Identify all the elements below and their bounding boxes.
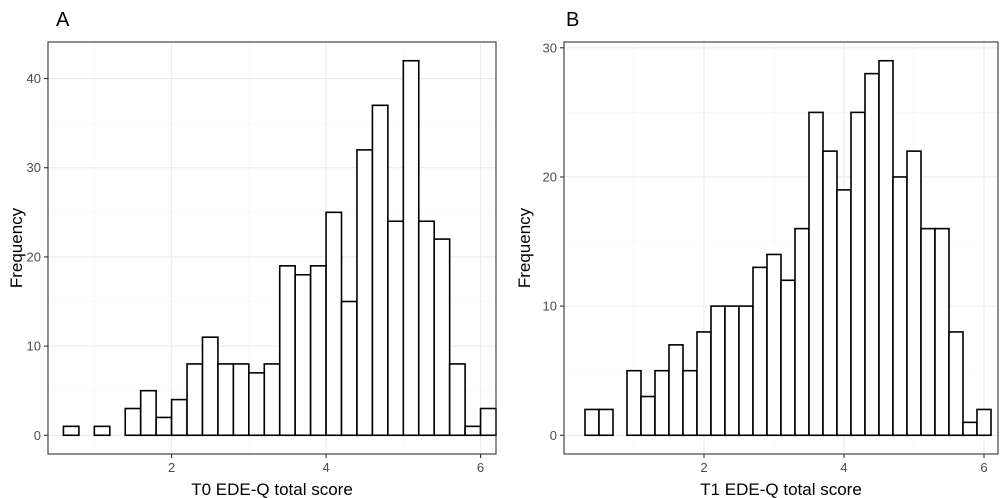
- histogram-bar: [976, 408, 992, 437]
- panel-a: A 0 10 20 30 40 2 4 6 T0 EDE-Q total score Fre…: [7, 9, 497, 498]
- histogram-bar: [387, 220, 405, 437]
- panel-a-bars: [62, 59, 497, 437]
- panel-a-y-axis: 0 10 20 30 40: [27, 71, 48, 443]
- histogram-bar: [598, 408, 614, 437]
- y-tick-label: 20: [27, 249, 41, 264]
- histogram-bar: [584, 408, 600, 437]
- panel-b-x-axis: 2 4 6: [700, 454, 988, 475]
- histogram-bar: [738, 305, 754, 437]
- x-tick-label: 6: [477, 460, 484, 475]
- x-tick-label: 4: [840, 460, 847, 475]
- histogram-bar: [62, 425, 80, 437]
- panel-b-border: [563, 41, 999, 455]
- histogram-bar: [186, 363, 204, 437]
- panel-b-tag: B: [566, 9, 579, 31]
- histogram-bar: [696, 331, 712, 437]
- histogram-bar: [232, 363, 250, 437]
- histogram-bar: [962, 421, 978, 437]
- histogram-bar: [309, 265, 327, 437]
- histogram-bar: [878, 59, 894, 437]
- histogram-bar: [294, 273, 312, 437]
- histogram-bar: [417, 220, 436, 437]
- y-tick-label: 10: [543, 299, 557, 314]
- histogram-bar: [780, 279, 796, 437]
- histogram-bar: [654, 369, 670, 437]
- histogram-bar: [626, 369, 642, 437]
- panel-a-x-axis-title: T0 EDE-Q total score: [191, 480, 353, 498]
- histogram-bar: [402, 59, 420, 437]
- y-tick-label: 0: [550, 428, 557, 443]
- panel-b-y-axis: 0 10 20 30: [543, 40, 564, 443]
- histogram-bar: [850, 111, 866, 437]
- histogram-bar: [340, 300, 358, 437]
- histogram-bar: [93, 425, 111, 437]
- histogram-bar: [356, 149, 374, 437]
- y-tick-label: 30: [27, 160, 41, 175]
- histogram-bar: [278, 265, 296, 437]
- histogram-bar: [752, 266, 768, 437]
- histogram-bar: [448, 363, 466, 437]
- panel-b-y-axis-title: Frequency: [515, 207, 534, 288]
- y-tick-label: 20: [543, 169, 557, 184]
- histogram-bar: [640, 395, 656, 437]
- panel-a-y-axis-title: Frequency: [7, 207, 26, 288]
- histogram-bar: [217, 363, 235, 437]
- histogram-bar: [155, 416, 173, 437]
- panel-a-tag: A: [56, 9, 70, 31]
- histogram-bar: [920, 227, 936, 437]
- panel-a-border: [47, 41, 497, 455]
- histogram-bar: [682, 369, 698, 437]
- histogram-bar: [794, 227, 810, 437]
- panel-b-bars: [584, 59, 992, 437]
- x-tick-label: 2: [168, 460, 175, 475]
- histogram-bar: [892, 176, 908, 437]
- histogram-bar: [822, 150, 838, 437]
- y-tick-label: 40: [27, 71, 41, 86]
- histogram-bar: [263, 363, 281, 437]
- panel-b-x-axis-title: T1 EDE-Q total score: [700, 480, 862, 498]
- histogram-bar: [906, 150, 922, 437]
- y-tick-label: 10: [27, 339, 41, 354]
- histogram-bar: [139, 389, 157, 437]
- histogram-bar: [325, 211, 343, 437]
- histogram-bar: [766, 253, 782, 437]
- histogram-bar: [479, 407, 497, 437]
- histogram-bar: [948, 331, 964, 437]
- histogram-bar: [668, 344, 684, 437]
- histogram-bar: [724, 305, 740, 437]
- y-tick-label: 0: [34, 428, 41, 443]
- histogram-bar: [201, 336, 219, 437]
- histogram-bar: [836, 189, 852, 437]
- x-tick-label: 2: [700, 460, 707, 475]
- histogram-bar: [808, 111, 824, 437]
- histogram-bar: [124, 407, 142, 437]
- histogram-bar: [433, 238, 451, 437]
- panel-a-x-axis: 2 4 6: [168, 454, 484, 475]
- histogram-bar: [864, 72, 880, 437]
- histogram-bar: [934, 227, 950, 437]
- x-tick-label: 4: [322, 460, 329, 475]
- histogram-bar: [170, 398, 188, 437]
- histogram-bar: [248, 372, 266, 437]
- histogram-bar: [464, 425, 482, 437]
- y-tick-label: 30: [543, 40, 557, 55]
- x-tick-label: 6: [980, 460, 987, 475]
- histogram-bar: [710, 305, 726, 437]
- histogram-bar: [371, 104, 389, 437]
- panel-b: B 0 10 20 30 2 4 6 T1 EDE-Q total score Frequ…: [515, 9, 999, 498]
